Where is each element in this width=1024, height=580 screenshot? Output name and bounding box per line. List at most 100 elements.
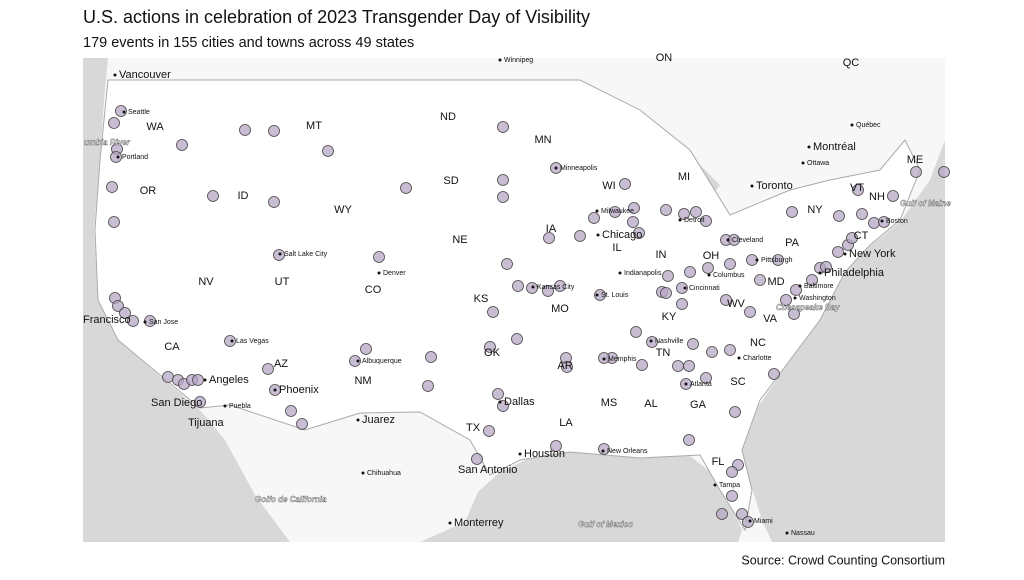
state-label: OR xyxy=(140,185,157,197)
event-dot xyxy=(349,355,361,367)
state-label: WV xyxy=(727,298,745,310)
city-label: Chihuahua xyxy=(367,470,401,477)
event-dot xyxy=(262,363,274,375)
event-dot xyxy=(716,508,728,520)
event-dot xyxy=(594,289,606,301)
city-label: Baltimore xyxy=(804,283,834,290)
state-label: KS xyxy=(474,293,489,305)
city-point xyxy=(807,145,811,149)
event-dot xyxy=(598,443,610,455)
city-label: New Orleans xyxy=(607,448,648,455)
state-label: ME xyxy=(907,154,924,166)
state-label: WY xyxy=(334,204,352,216)
city-point xyxy=(649,339,653,343)
state-label: NY xyxy=(807,204,823,216)
city-label: Miami xyxy=(754,518,773,525)
city-point xyxy=(880,219,884,223)
region-label: ON xyxy=(656,52,673,64)
event-dot xyxy=(786,206,798,218)
city-label: Angeles xyxy=(209,374,249,386)
state-label: NC xyxy=(750,337,766,349)
event-dot xyxy=(609,206,621,218)
event-dot xyxy=(887,190,899,202)
state-label: AR xyxy=(557,360,572,372)
city-label: Nassau xyxy=(791,530,815,537)
water-label: umbia River xyxy=(84,138,131,147)
event-dot xyxy=(633,227,645,239)
state-label: MN xyxy=(534,134,551,146)
state-label: VA xyxy=(763,313,778,325)
state-label: NE xyxy=(452,234,467,246)
city-label: Las Vegas xyxy=(236,338,269,345)
state-label: UT xyxy=(275,276,290,288)
event-dot xyxy=(296,418,308,430)
event-dot xyxy=(702,262,714,274)
event-dot xyxy=(768,368,780,380)
us-land xyxy=(94,79,921,532)
event-dot xyxy=(285,405,297,417)
event-dot xyxy=(790,284,802,296)
city-point xyxy=(116,155,120,159)
city-label: Juarez xyxy=(362,414,395,426)
event-dot xyxy=(194,396,206,408)
event-dot xyxy=(736,508,748,520)
state-label: MS xyxy=(601,397,618,409)
city-point xyxy=(356,418,360,422)
city-point xyxy=(678,218,682,222)
state-label: AL xyxy=(644,398,657,410)
city-label: Tijuana xyxy=(188,417,225,429)
city-point xyxy=(798,284,802,288)
event-dot xyxy=(484,341,496,353)
event-dot xyxy=(127,315,139,327)
event-dot xyxy=(788,308,800,320)
city-label: Philadelphia xyxy=(824,267,885,279)
event-dot xyxy=(630,326,642,338)
event-dot xyxy=(207,190,219,202)
city-point xyxy=(595,293,599,297)
event-dot xyxy=(110,151,122,163)
state-label: MI xyxy=(678,171,690,183)
city-label: Phoenix xyxy=(279,384,319,396)
city-point xyxy=(748,519,752,523)
event-dot xyxy=(706,346,718,358)
city-label: Nashville xyxy=(655,338,684,345)
city-point xyxy=(713,483,717,487)
event-dot xyxy=(660,287,672,299)
city-label: Cincinnati xyxy=(689,285,720,292)
state-label: CA xyxy=(164,341,180,353)
event-dot xyxy=(400,182,412,194)
state-label: OH xyxy=(703,250,720,262)
event-dot xyxy=(422,380,434,392)
city-point xyxy=(618,271,622,275)
state-label: PA xyxy=(785,237,800,249)
event-dot xyxy=(938,166,950,178)
event-dot xyxy=(868,217,880,229)
event-dot xyxy=(487,306,499,318)
city-point xyxy=(818,271,822,275)
city-label: Tampa xyxy=(719,482,740,489)
city-point xyxy=(726,238,730,242)
city-label: Portland xyxy=(122,154,148,161)
region-label: QC xyxy=(843,57,860,69)
city-label: Toronto xyxy=(756,180,793,192)
event-dot xyxy=(543,232,555,244)
title: U.S. actions in celebration of 2023 Tran… xyxy=(83,7,590,27)
city-point xyxy=(595,209,599,213)
city-label: Atlanta xyxy=(690,381,712,388)
city-label: Memphis xyxy=(608,356,637,363)
event-dot xyxy=(636,359,648,371)
event-dot xyxy=(554,280,566,292)
event-dot xyxy=(742,516,754,528)
event-dot xyxy=(550,440,562,452)
event-dot xyxy=(360,343,372,355)
city-point xyxy=(143,320,147,324)
city-point xyxy=(801,161,805,165)
state-label: TN xyxy=(656,347,671,359)
city-label: Québec xyxy=(856,122,881,129)
event-dot xyxy=(112,300,124,312)
event-dot xyxy=(856,208,868,220)
event-dot xyxy=(687,338,699,350)
event-dot xyxy=(501,258,513,270)
state-label: ND xyxy=(440,111,456,123)
city-point xyxy=(785,531,789,535)
